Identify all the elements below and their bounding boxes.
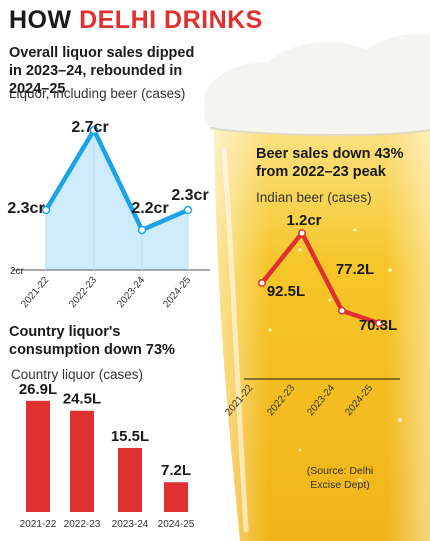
chart2-tick-label: 2021-22 (20, 519, 57, 530)
bubble (328, 298, 332, 302)
bubble (298, 448, 302, 452)
source-line-1: (Source: Delhi (306, 465, 374, 477)
chart2-bar (118, 447, 142, 512)
chart3-point (338, 306, 346, 315)
chart2-data-label: 15.5L (111, 428, 149, 445)
chart3-point (375, 319, 383, 328)
bubble (268, 328, 272, 332)
title-word-how: HOW (9, 6, 72, 34)
chart2-tick-label: 2022-23 (64, 519, 101, 530)
source-note: (Source: Delhi Excise Dept) (275, 464, 405, 492)
page-title: HOW DELHI DRINKS (9, 6, 263, 35)
source-line-2: Excise Dept) (310, 479, 370, 491)
chart2-tick-label: 2024-25 (158, 519, 195, 530)
chart3-point (258, 279, 266, 287)
chart2-data-label: 7.2L (161, 462, 191, 479)
glass-shine (214, 118, 430, 541)
chart1-data-label: 2.7cr (71, 119, 108, 136)
chart1-subtitle: Liquor, including beer (cases) (9, 86, 186, 101)
chart3-data-label: 77.2L (336, 261, 374, 278)
chart3-series-line (260, 229, 380, 326)
chart1-data-label: 2.2cr (131, 200, 168, 217)
chart2-data-label: 26.9L (19, 381, 57, 398)
chart1-baseline-label: 2cr (10, 266, 25, 277)
chart1-tick-label: 2024-25 (161, 275, 193, 311)
chart1-tick-label: 2023-24 (115, 275, 147, 311)
chart3-data-label: 92.5L (267, 283, 305, 300)
chart3-data-label: 1.2cr (286, 212, 321, 229)
beer-foam (204, 33, 430, 136)
chart2-bar (164, 482, 188, 512)
glass-highlight (221, 147, 249, 533)
chart2-subtitle: Country liquor (cases) (11, 367, 144, 382)
chart3-tick-label: 2023-24 (305, 383, 337, 419)
chart1-point (137, 225, 147, 235)
chart3-heading: Beer sales down 43% from 2022–23 peak (256, 146, 404, 180)
chart2-heading: Country liquor's consumption down 73% (9, 324, 175, 358)
chart1-tick-label: 2021-22 (19, 275, 51, 311)
chart2-bar (70, 410, 94, 512)
chart1-series-line (44, 125, 189, 233)
chart3-point (298, 229, 306, 238)
chart1-data-label: 2.3cr (7, 200, 44, 217)
chart3-tick-label: 2022-23 (265, 383, 297, 419)
chart3-tick-label: 2024-25 (343, 383, 375, 419)
chart3-data-label: 70.3L (359, 317, 397, 334)
chart3-tick-label: 2021-22 (223, 383, 255, 419)
chart1-point (183, 205, 193, 215)
bubble (298, 248, 302, 252)
chart2-bar (26, 400, 50, 512)
chart1-point (89, 125, 99, 135)
bubble (388, 268, 392, 272)
chart1-data-label: 2.3cr (171, 187, 208, 204)
chart3-subtitle: Indian beer (cases) (256, 190, 372, 205)
chart1-tick-label: 2022-23 (67, 275, 99, 311)
chart2-tick-label: 2023-24 (112, 519, 149, 530)
chart2-data-label: 24.5L (63, 391, 101, 408)
title-word-delhi-drinks: DELHI DRINKS (79, 6, 263, 34)
bubble (353, 228, 357, 232)
chart1-point (41, 205, 51, 215)
chart1-heading: Overall liquor sales dipped in 2023–24, … (9, 45, 195, 97)
chart1-area (46, 130, 188, 270)
foam-edge (209, 127, 430, 137)
bubble (358, 478, 362, 482)
bubble (398, 418, 402, 422)
